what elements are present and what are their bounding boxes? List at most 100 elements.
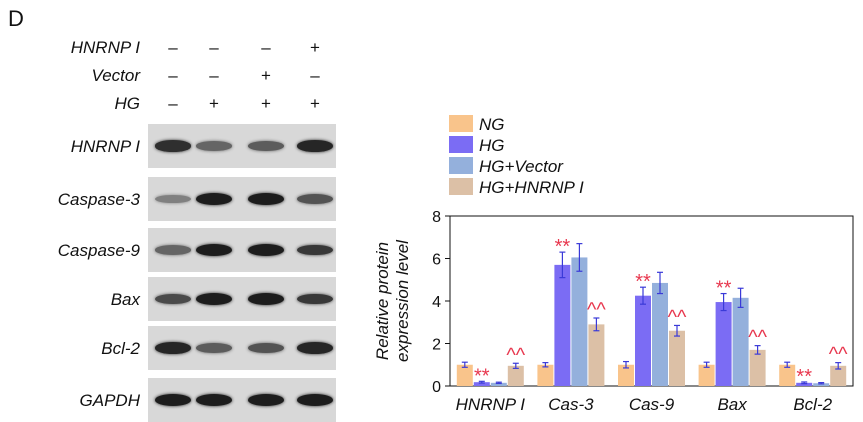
blot-band xyxy=(248,244,284,256)
blot-band xyxy=(297,140,333,152)
y-axis-title: Relative protein xyxy=(373,242,392,360)
legend-label: HG+Vector xyxy=(479,157,564,176)
bar xyxy=(456,364,473,386)
bar xyxy=(749,349,766,386)
legend-swatch xyxy=(449,136,473,153)
blot-band xyxy=(196,394,232,406)
significance-mark: ** xyxy=(555,236,571,258)
blot-band xyxy=(196,293,232,305)
x-tick-label: Bax xyxy=(717,395,747,414)
condition-sign: – xyxy=(209,38,219,57)
condition-label: HG xyxy=(114,94,141,113)
bar xyxy=(779,364,796,386)
bar xyxy=(715,302,732,386)
blot-label: GAPDH xyxy=(79,391,140,410)
condition-sign: – xyxy=(168,94,178,113)
bar xyxy=(554,264,571,386)
blot-band xyxy=(155,245,191,255)
blot-band xyxy=(297,244,333,256)
significance-mark: ** xyxy=(635,271,651,293)
y-axis-label: Relative protein expression level xyxy=(373,239,412,362)
condition-label: HNRNP I xyxy=(70,38,140,57)
blot-band xyxy=(155,342,191,354)
condition-sign: + xyxy=(261,94,271,113)
blot-label: HNRNP I xyxy=(70,137,140,156)
condition-sign: – xyxy=(168,38,178,57)
bar xyxy=(507,365,524,386)
blot-band xyxy=(297,293,333,305)
significance-mark: ^^ xyxy=(668,306,687,328)
condition-label: Vector xyxy=(91,66,140,85)
x-tick-label: Bcl-2 xyxy=(793,395,832,414)
bar xyxy=(698,364,715,386)
blot-strip xyxy=(148,378,336,422)
blot-band xyxy=(248,193,284,205)
condition-sign: – xyxy=(209,66,219,85)
blot-band xyxy=(196,141,232,151)
x-tick-label: Cas-3 xyxy=(548,395,594,414)
blot-strip xyxy=(148,228,336,272)
panel-label: D xyxy=(8,6,24,31)
y-axis-title: expression level xyxy=(393,239,412,362)
blot-strip xyxy=(148,124,336,168)
blot-band xyxy=(297,342,333,354)
condition-sign: + xyxy=(310,94,320,113)
y-tick-label: 4 xyxy=(432,294,441,311)
significance-mark: ** xyxy=(796,366,812,388)
condition-sign: + xyxy=(310,38,320,57)
blot-label: Bax xyxy=(110,290,140,309)
significance-mark: ** xyxy=(474,365,490,387)
condition-sign: – xyxy=(168,66,178,85)
legend-swatch xyxy=(449,115,473,132)
blot-band xyxy=(155,194,191,204)
legend-label: HG xyxy=(479,136,505,155)
blot-band xyxy=(248,293,284,305)
significance-mark: ^^ xyxy=(748,327,767,349)
bar xyxy=(652,282,668,386)
bar-series: ** ** ** ** ** ^^ ^^ ^^ ^^ ^^ xyxy=(456,236,848,388)
significance-mark: ^^ xyxy=(587,299,606,321)
bar xyxy=(571,257,588,386)
blot-band xyxy=(248,394,284,406)
bar xyxy=(732,297,749,386)
bar xyxy=(537,364,554,386)
bar xyxy=(830,365,847,386)
significance-mark: ** xyxy=(716,278,732,300)
y-tick-label: 0 xyxy=(432,379,441,396)
significance-mark: ^^ xyxy=(829,344,848,366)
bar xyxy=(490,382,507,386)
bar xyxy=(796,382,813,386)
blot-band xyxy=(196,343,232,353)
y-tick-label: 6 xyxy=(432,252,441,269)
x-tick-label: Cas-9 xyxy=(629,395,675,414)
blot-label: Caspase-9 xyxy=(57,241,140,260)
x-tick-label: HNRNP I xyxy=(456,395,526,414)
blot-band xyxy=(155,140,191,152)
blot-strip xyxy=(148,277,336,321)
condition-sign: + xyxy=(261,66,271,85)
blot-band xyxy=(155,293,191,305)
blot-band xyxy=(248,141,284,151)
blot-band xyxy=(196,193,232,205)
chart-axes: 0 2 4 6 8 xyxy=(432,209,854,396)
condition-sign: – xyxy=(310,66,320,85)
bar xyxy=(669,330,685,386)
blot-band xyxy=(297,194,333,204)
bar xyxy=(588,324,605,386)
condition-sign: – xyxy=(261,38,271,57)
blot-strip xyxy=(148,326,336,370)
blot-band xyxy=(155,394,191,406)
y-tick-label: 2 xyxy=(432,337,441,354)
significance-mark: ^^ xyxy=(506,344,525,366)
blot-band xyxy=(248,343,284,353)
x-axis-labels: HNRNP I Cas-3 Cas-9 Bax Bcl-2 xyxy=(456,395,833,414)
blot-label: Bcl-2 xyxy=(101,339,140,358)
legend-swatch xyxy=(449,178,473,195)
bar xyxy=(618,364,634,386)
y-tick-label: 8 xyxy=(432,209,441,226)
blot-label: Caspase-3 xyxy=(57,190,140,209)
blot-band xyxy=(297,394,333,406)
bar xyxy=(635,295,651,386)
blot-band xyxy=(196,244,232,256)
bar xyxy=(813,383,830,386)
